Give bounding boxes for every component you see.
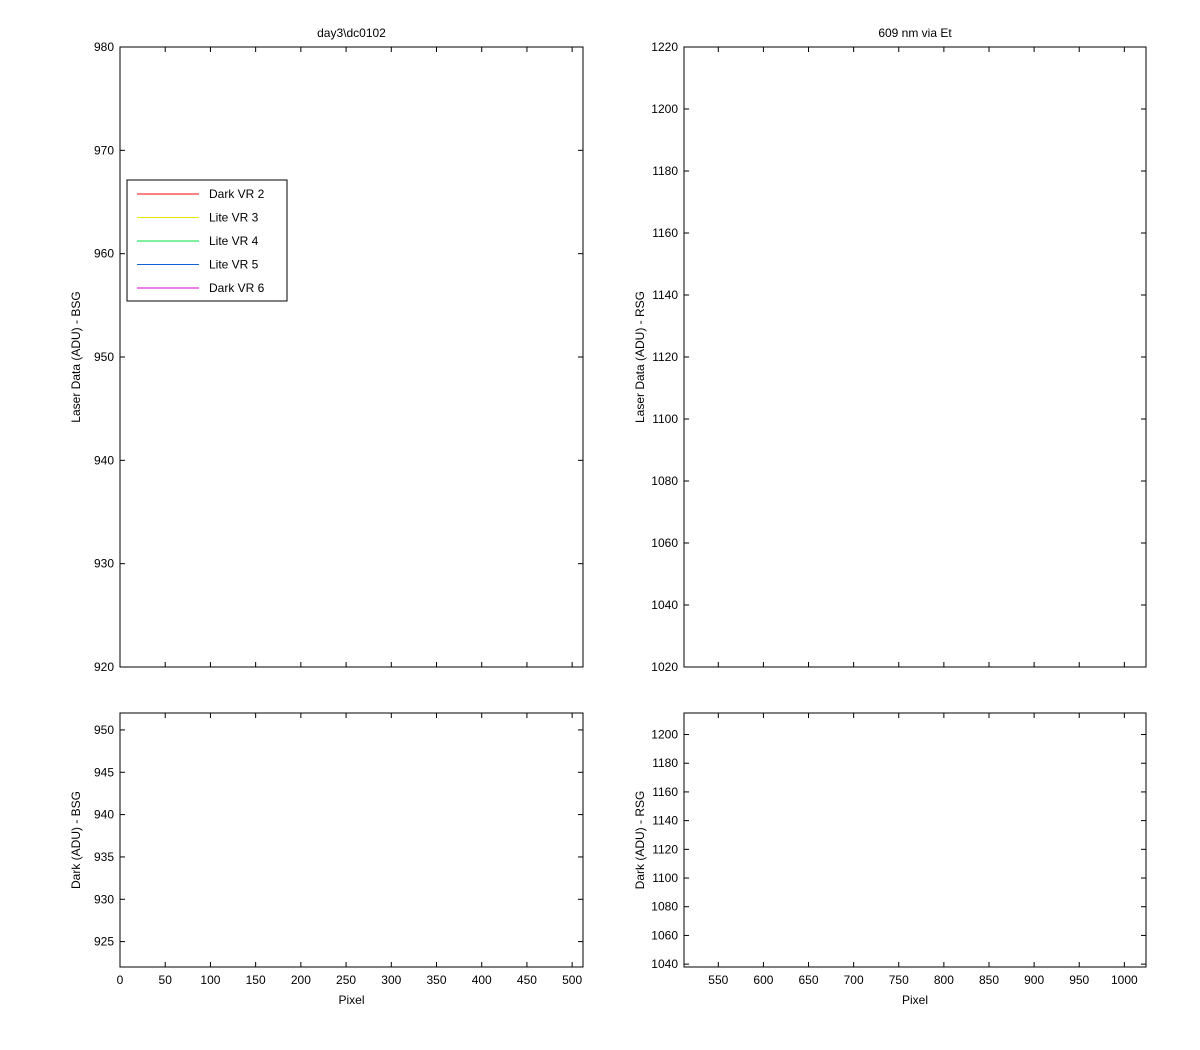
y-tick-label: 1080: [651, 900, 678, 914]
x-tick-label: 600: [753, 973, 773, 987]
y-tick-label: 1220: [651, 40, 678, 54]
y-tick-label: 950: [94, 723, 114, 737]
axes-frame: [119, 46, 584, 668]
y-tick-label: 1120: [652, 350, 678, 364]
y-tick-label: 1060: [651, 536, 678, 550]
x-tick-label: 300: [381, 973, 401, 987]
y-tick-label: 1100: [652, 871, 678, 885]
panel-top-right: 1020 1040 1060 1080 1100 1120 1140 1160 1180 1200…: [633, 26, 1147, 674]
y-tick-label: 960: [94, 247, 114, 261]
y-tick-label: 1040: [651, 957, 678, 971]
x-tick-label: 0: [117, 973, 124, 987]
legend-label: Lite VR 4: [209, 234, 259, 248]
panel-top-left: 920 930 940 950 960 970 980 day3\dc0102 Laser Da…: [69, 26, 584, 674]
y-tick-label: 970: [94, 143, 114, 157]
x-tick-label: 50: [159, 973, 173, 987]
y-tick-label: 1200: [651, 728, 678, 742]
y-tick-label: 930: [94, 892, 114, 906]
axes-frame: [119, 712, 584, 968]
chart-title: 609 nm via Et: [878, 26, 952, 40]
y-tick-label: 1160: [652, 226, 678, 240]
x-tick-label: 200: [291, 973, 311, 987]
x-tick-label: 550: [708, 973, 728, 987]
y-tick-label: 1140: [652, 814, 678, 828]
panel-bottom-right: 1040 1060 1080 1100 1120 1140 1160 1180 1200 550 6…: [633, 712, 1147, 1007]
y-axis-label: Dark (ADU) - BSG: [69, 791, 83, 889]
legend-label: Dark VR 6: [209, 281, 265, 295]
y-tick-label: 1040: [651, 598, 678, 612]
x-tick-label: 950: [1069, 973, 1089, 987]
x-tick-label: 700: [844, 973, 864, 987]
legend-label: Lite VR 3: [209, 211, 259, 225]
y-tick-label: 945: [94, 765, 114, 779]
y-tick-label: 1100: [652, 412, 678, 426]
y-tick-label: 1060: [651, 928, 678, 942]
x-tick-label: 850: [979, 973, 999, 987]
x-tick-label: 400: [472, 973, 492, 987]
panel-bottom-left: 925 930 935 940 945 950 0 50 100 150 200 250 300 350 4…: [69, 712, 584, 1007]
x-tick-label: 750: [889, 973, 909, 987]
y-tick-label: 925: [94, 935, 114, 949]
x-tick-label: 900: [1024, 973, 1044, 987]
x-axis-label: Pixel: [902, 993, 928, 1007]
x-tick-label: 100: [200, 973, 220, 987]
y-tick-label: 1140: [652, 288, 678, 302]
x-tick-label: 1000: [1111, 973, 1138, 987]
y-tick-label: 940: [94, 453, 114, 467]
y-tick-label: 1160: [652, 785, 678, 799]
y-tick-label: 930: [94, 557, 114, 571]
y-tick-label: 1180: [652, 756, 678, 770]
y-tick-label: 940: [94, 808, 114, 822]
legend: Dark VR 2 Lite VR 3 Lite VR 4 Lite VR 5 Dark…: [126, 179, 288, 302]
y-tick-label: 1020: [651, 660, 678, 674]
y-axis-label: Dark (ADU) - RSG: [633, 791, 647, 890]
axes-frame: [683, 46, 1147, 668]
x-tick-label: 250: [336, 973, 356, 987]
x-tick-label: 350: [426, 973, 446, 987]
axes-frame: [683, 712, 1147, 968]
x-axis-label: Pixel: [338, 993, 364, 1007]
x-tick-label: 650: [799, 973, 819, 987]
y-tick-label: 950: [94, 350, 114, 364]
y-tick-label: 980: [94, 40, 114, 54]
y-axis-label: Laser Data (ADU) - BSG: [69, 291, 83, 422]
y-axis-label: Laser Data (ADU) - RSG: [633, 291, 647, 423]
legend-label: Dark VR 2: [209, 187, 265, 201]
x-tick-label: 450: [517, 973, 537, 987]
y-tick-label: 1120: [652, 842, 678, 856]
x-tick-label: 500: [562, 973, 582, 987]
legend-label: Lite VR 5: [209, 258, 259, 272]
y-tick-label: 1200: [651, 102, 678, 116]
x-tick-label: 150: [246, 973, 266, 987]
y-tick-label: 935: [94, 850, 114, 864]
y-tick-label: 1080: [651, 474, 678, 488]
y-tick-label: 1180: [652, 164, 678, 178]
y-tick-label: 920: [94, 660, 114, 674]
chart-title: day3\dc0102: [317, 26, 386, 40]
x-tick-label: 800: [934, 973, 954, 987]
